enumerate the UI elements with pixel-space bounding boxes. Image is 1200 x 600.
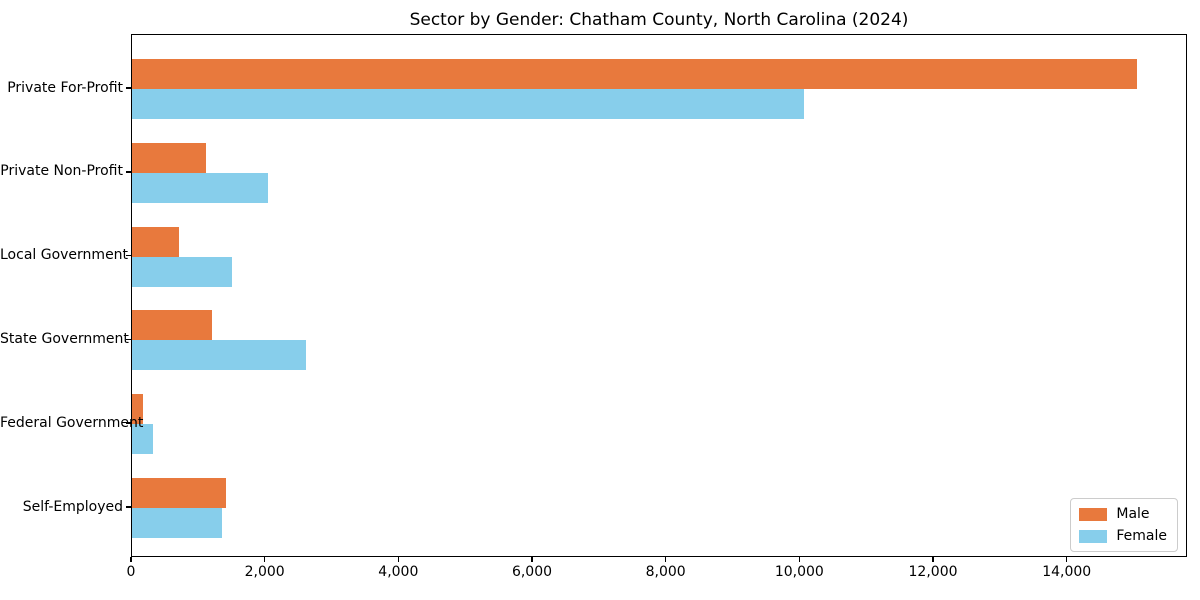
legend: Male Female — [1070, 498, 1178, 552]
y-tick-label-federal-government: Federal Government — [0, 414, 144, 431]
y-tick-mark — [126, 422, 131, 424]
x-tick-mark — [1065, 557, 1068, 562]
y-tick-mark — [126, 506, 131, 508]
legend-label-male: Male — [1116, 506, 1150, 522]
x-tick-label-14-000: 14,000 — [1042, 564, 1092, 580]
bar-male-private-non-profit — [132, 142, 207, 173]
bar-female-state-government — [132, 340, 306, 371]
chart-title: Sector by Gender: Chatham County, North … — [409, 10, 909, 30]
bar-male-private-for-profit — [132, 59, 1137, 89]
x-tick-label-12-000: 12,000 — [908, 564, 958, 580]
x-tick-label-6-000: 6,000 — [511, 564, 553, 580]
y-tick-label-local-government: Local Government — [0, 247, 129, 264]
x-tick-label-8-000: 8,000 — [645, 564, 686, 580]
legend-entry-male: Male — [1079, 506, 1167, 522]
y-tick-mark — [126, 171, 131, 173]
legend-swatch-male — [1079, 507, 1108, 521]
x-tick-label-4-000: 4,000 — [378, 564, 419, 580]
y-tick-label-private-for-profit: Private For-Profit — [7, 79, 123, 96]
y-tick-label-self-employed: Self-Employed — [22, 498, 123, 515]
y-tick-mark — [126, 87, 131, 89]
x-tick-mark — [531, 557, 533, 562]
y-tick-mark — [126, 254, 131, 257]
x-tick-mark — [130, 557, 132, 562]
bar-male-local-government — [132, 226, 180, 257]
x-tick-mark — [664, 557, 667, 562]
legend-label-female: Female — [1116, 528, 1167, 544]
bar-male-federal-government — [132, 394, 143, 425]
bar-female-federal-government — [132, 424, 154, 455]
y-tick-label-state-government: State Government — [0, 330, 129, 347]
x-tick-label-10-000: 10,000 — [774, 564, 824, 580]
x-tick-mark — [397, 557, 400, 562]
bar-female-local-government — [132, 256, 233, 287]
bar-male-state-government — [132, 310, 213, 341]
plot-area: Male Female — [131, 34, 1187, 557]
legend-swatch-female — [1079, 529, 1108, 543]
bar-female-private-non-profit — [132, 172, 269, 203]
legend-entry-female: Female — [1079, 528, 1167, 544]
bar-male-self-employed — [132, 478, 227, 508]
bar-female-private-for-profit — [132, 89, 804, 119]
x-tick-mark — [932, 557, 934, 562]
x-tick-mark — [263, 557, 266, 562]
y-tick-label-private-non-profit: Private Non-Profit — [0, 163, 123, 180]
x-tick-mark — [798, 557, 801, 562]
y-tick-mark — [126, 338, 131, 341]
x-tick-label-2-000: 2,000 — [244, 564, 285, 580]
bar-female-self-employed — [132, 508, 222, 538]
x-tick-label-0: 0 — [126, 564, 136, 580]
